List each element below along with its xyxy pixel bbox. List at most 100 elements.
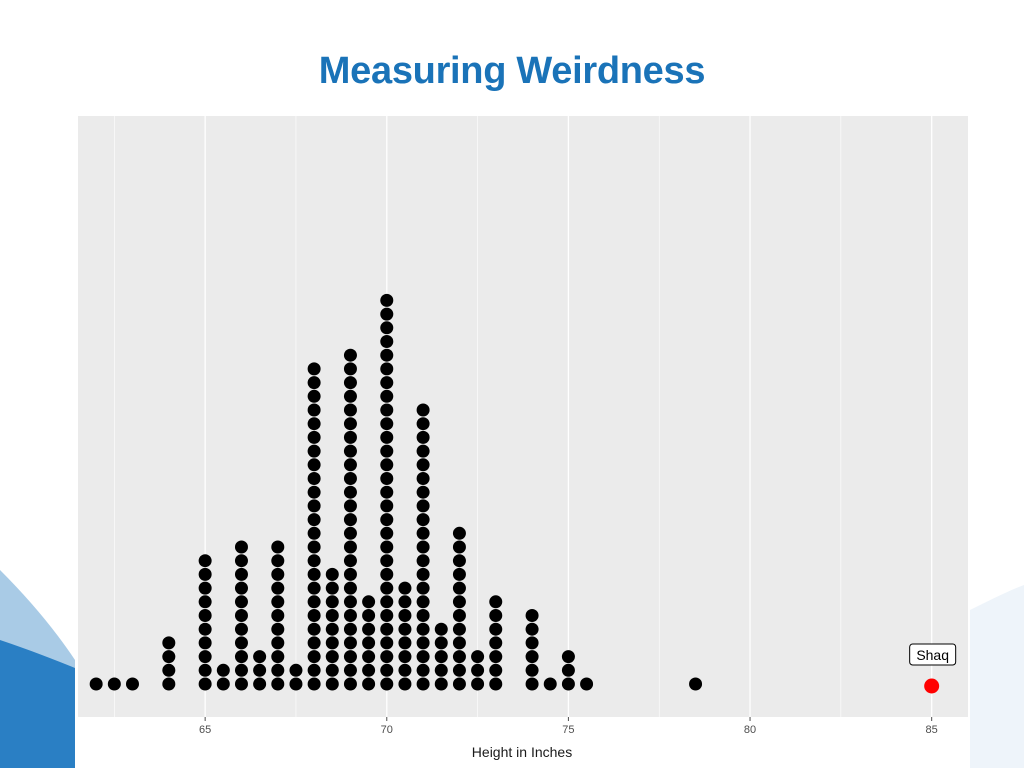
data-dot bbox=[325, 567, 339, 581]
data-dot bbox=[398, 650, 412, 664]
data-dot bbox=[380, 650, 394, 664]
data-dot bbox=[416, 554, 430, 568]
data-dot bbox=[434, 636, 448, 650]
data-dot bbox=[380, 499, 394, 513]
slide-title: Measuring Weirdness bbox=[318, 50, 706, 92]
annotation-layer: Shaq bbox=[909, 643, 957, 694]
data-dot bbox=[253, 650, 267, 664]
data-dot bbox=[489, 663, 503, 677]
data-dot bbox=[343, 595, 357, 609]
data-dot bbox=[380, 636, 394, 650]
data-dot bbox=[398, 581, 412, 595]
data-dot bbox=[561, 677, 575, 691]
data-dot bbox=[271, 663, 285, 677]
data-dot bbox=[452, 609, 466, 622]
data-dot bbox=[307, 595, 321, 609]
data-dot bbox=[561, 650, 575, 664]
data-dot bbox=[398, 622, 412, 636]
data-dot bbox=[452, 581, 466, 595]
data-dot bbox=[343, 444, 357, 458]
data-dot bbox=[216, 677, 230, 691]
data-dot bbox=[416, 444, 430, 458]
data-dot bbox=[416, 636, 430, 650]
x-tick-label: 75 bbox=[562, 724, 574, 736]
data-dot bbox=[343, 430, 357, 444]
data-dot bbox=[471, 677, 485, 691]
data-dot bbox=[307, 636, 321, 650]
data-dot bbox=[416, 567, 430, 581]
data-dot bbox=[380, 595, 394, 609]
x-tick-label: 80 bbox=[744, 724, 756, 736]
data-dot bbox=[362, 636, 376, 650]
data-dot bbox=[343, 485, 357, 499]
data-dot bbox=[198, 650, 212, 664]
data-dot bbox=[525, 622, 539, 636]
data-dot bbox=[489, 595, 503, 609]
data-dot bbox=[398, 663, 412, 677]
data-dot bbox=[452, 595, 466, 609]
data-dot bbox=[380, 458, 394, 472]
data-dot bbox=[271, 609, 285, 622]
data-dot bbox=[234, 595, 248, 609]
data-dot bbox=[271, 540, 285, 554]
data-dot bbox=[380, 513, 394, 527]
data-dot bbox=[416, 595, 430, 609]
data-dot bbox=[489, 636, 503, 650]
data-dot bbox=[434, 663, 448, 677]
data-dot bbox=[380, 677, 394, 691]
data-dot bbox=[234, 622, 248, 636]
data-dot bbox=[343, 650, 357, 664]
plot-panel bbox=[78, 116, 968, 717]
data-dot bbox=[380, 540, 394, 554]
data-dot bbox=[307, 567, 321, 581]
data-dot bbox=[307, 444, 321, 458]
data-dot bbox=[380, 389, 394, 403]
data-dot bbox=[380, 663, 394, 677]
data-dot bbox=[380, 472, 394, 485]
dots-layer bbox=[89, 293, 703, 691]
data-dot bbox=[343, 458, 357, 472]
data-dot bbox=[343, 609, 357, 622]
data-dot bbox=[543, 677, 557, 691]
data-dot bbox=[380, 417, 394, 431]
data-dot bbox=[525, 650, 539, 664]
data-dot bbox=[307, 430, 321, 444]
data-dot bbox=[234, 554, 248, 568]
data-dot bbox=[198, 609, 212, 622]
data-dot bbox=[162, 636, 176, 650]
data-dot bbox=[689, 677, 703, 691]
data-dot bbox=[307, 458, 321, 472]
annotation-label: Shaq bbox=[916, 647, 949, 663]
data-dot bbox=[525, 663, 539, 677]
data-dot bbox=[416, 417, 430, 431]
data-dot bbox=[198, 595, 212, 609]
data-dot bbox=[398, 636, 412, 650]
data-dot bbox=[452, 677, 466, 691]
data-dot bbox=[216, 663, 230, 677]
annotation-box bbox=[909, 643, 957, 666]
data-dot bbox=[234, 567, 248, 581]
data-dot bbox=[162, 650, 176, 664]
data-dot bbox=[234, 677, 248, 691]
data-dot bbox=[234, 609, 248, 622]
data-dot bbox=[380, 609, 394, 622]
data-dot bbox=[343, 581, 357, 595]
data-dot bbox=[380, 444, 394, 458]
data-dot bbox=[380, 526, 394, 540]
data-dot bbox=[343, 389, 357, 403]
data-dot bbox=[307, 513, 321, 527]
data-dot bbox=[271, 581, 285, 595]
data-dot bbox=[362, 609, 376, 622]
data-dot bbox=[398, 595, 412, 609]
data-dot bbox=[198, 567, 212, 581]
data-dot bbox=[380, 376, 394, 390]
data-dot bbox=[343, 499, 357, 513]
data-dot bbox=[325, 677, 339, 691]
data-dot bbox=[452, 540, 466, 554]
data-dot bbox=[380, 321, 394, 335]
data-dot bbox=[434, 622, 448, 636]
data-dot bbox=[416, 513, 430, 527]
data-dot bbox=[343, 513, 357, 527]
